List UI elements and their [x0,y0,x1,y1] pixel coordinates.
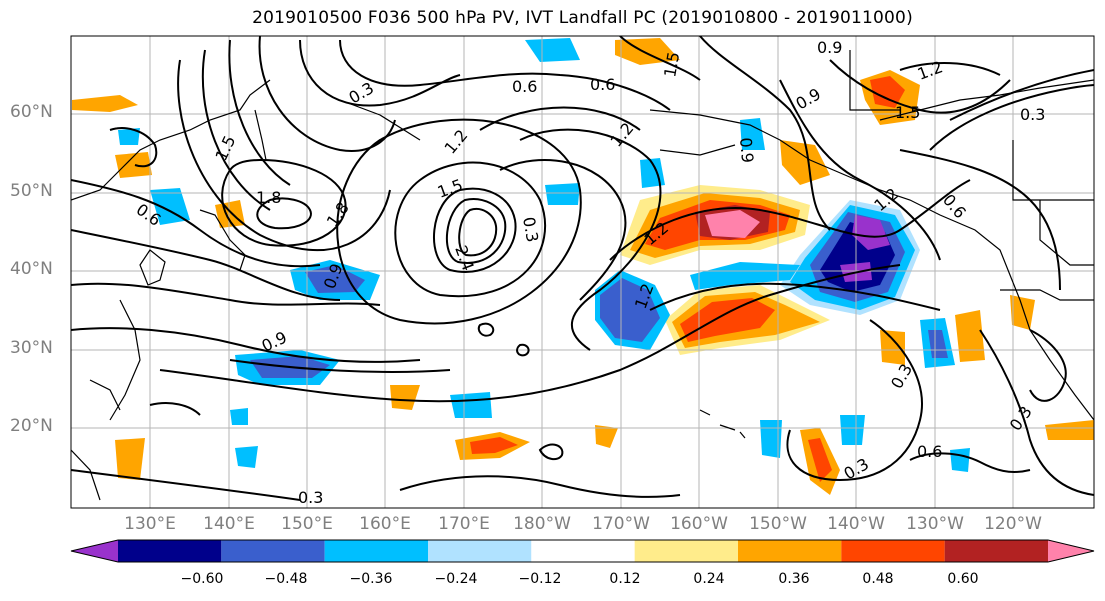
positive-anomaly-area [1045,420,1094,440]
positive-anomaly-area [705,210,760,238]
colorbar-swatch [634,540,738,562]
negative-anomaly-area [525,38,580,62]
negative-anomaly-area [950,448,970,472]
colorbar-tick-label: 0.60 [947,571,979,587]
negative-anomaly-area [305,265,365,293]
colorbar-swatch [841,540,945,562]
lat-label: 50°N [10,181,53,201]
positive-anomaly-area [680,298,775,342]
pc-shading-layer [72,38,1094,495]
positive-anomaly-area [880,330,905,365]
colorbar-swatch [324,540,428,562]
negative-anomaly-area [690,262,800,290]
positive-anomaly-area [390,385,420,410]
contour-label: 1.5 [660,50,683,78]
colorbar-swatch [944,540,1048,562]
colorbar-tick-label: 0.36 [778,571,810,587]
negative-anomaly-area [740,118,765,150]
colorbar-extend-max [1048,540,1094,562]
lon-label: 130°W [906,514,964,534]
colorbar-swatch [531,540,635,562]
pv-contours [71,36,1094,501]
colorbar-tick-label: −0.12 [518,571,562,587]
negative-anomaly-area [450,392,492,418]
contour-label: 1.8 [256,188,281,207]
positive-anomaly-area [1010,295,1035,330]
lon-label: 170°E [438,514,490,534]
negative-anomaly-area [545,183,580,205]
colorbar-swatch [221,540,325,562]
colorbar-tick-label: −0.24 [434,571,478,587]
positive-anomaly-area [870,76,905,108]
lon-label: 180°W [513,514,571,534]
negative-anomaly-area [230,408,248,425]
lon-label: 140°W [827,514,885,534]
colorbar-tick-label: 0.48 [862,571,894,587]
colorbar-tick-label: −0.48 [264,571,308,587]
lon-label: 140°E [203,514,255,534]
contour-label: 0.3 [1020,105,1045,124]
positive-anomaly-area [955,310,985,362]
positive-anomaly-area [780,140,830,185]
map-title: 2019010500 F036 500 hPa PV, IVT Landfall… [252,8,913,28]
colorbar-swatch [118,540,222,562]
negative-anomaly-area [928,330,948,358]
lat-label: 20°N [10,416,53,436]
contour-label: 0.6 [917,442,942,461]
colorbar-tick-label: 0.12 [609,571,641,587]
lon-label: 150°W [749,514,807,534]
lon-label: 170°W [592,514,650,534]
map-frame [70,35,1095,509]
colorbar [70,539,1095,563]
positive-anomaly-area [808,438,832,482]
lon-label: 130°E [124,514,176,534]
negative-anomaly-area [852,215,890,250]
lon-label: 120°W [984,514,1042,534]
lat-label: 60°N [10,102,53,122]
colorbar-extend-min [71,540,118,562]
contour-label: 1.5 [895,103,920,122]
contour-label: 0.9 [736,137,757,164]
negative-anomaly-area [235,446,258,468]
lat-label: 40°N [10,259,53,279]
negative-anomaly-area [840,415,865,445]
colorbar-tick-label: −0.36 [349,571,393,587]
contour-label: 0.3 [519,215,542,243]
lon-label: 150°E [281,514,333,534]
contour-label: 0.9 [817,38,842,57]
positive-anomaly-area [470,437,518,454]
contour-label: 0.3 [298,488,323,507]
lon-label: 160°W [670,514,728,534]
contour-label: 0.6 [512,77,537,96]
colorbar-swatch [428,540,532,562]
lon-label: 160°E [359,514,411,534]
lat-label: 30°N [10,338,53,358]
colorbar-swatch [738,540,842,562]
colorbar-tick-label: −0.60 [180,571,224,587]
positive-anomaly-area [215,200,245,228]
colorbar-outline [70,539,1095,563]
positive-anomaly-area [595,425,618,448]
contour-label: 0.6 [590,75,615,94]
negative-anomaly-area [600,278,660,342]
negative-anomaly-area [118,128,140,145]
coastlines [71,50,1094,501]
colorbar-tick-label: 0.24 [693,571,725,587]
positive-anomaly-area [115,152,152,178]
positive-anomaly-area [115,438,145,480]
positive-anomaly-area [72,95,138,112]
negative-anomaly-area [760,420,782,458]
